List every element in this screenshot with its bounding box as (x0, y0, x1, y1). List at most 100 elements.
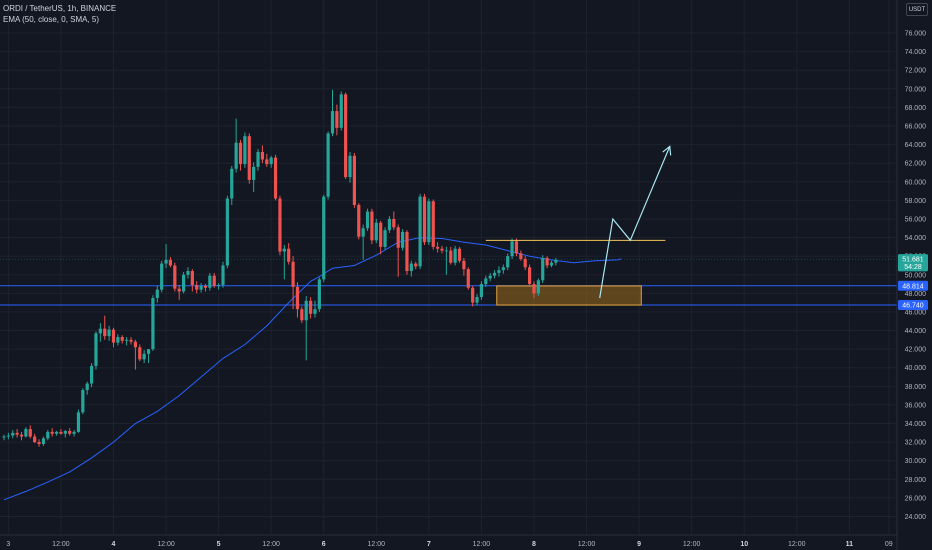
price-tick-label: 64.000 (905, 142, 927, 149)
candle (164, 244, 168, 269)
candle-body (396, 227, 400, 248)
candle (28, 425, 32, 439)
candle (269, 155, 273, 168)
candle (497, 266, 501, 277)
candle-body (151, 297, 155, 350)
candle (116, 334, 120, 346)
candle (125, 337, 129, 346)
time-tick-label: 8 (532, 541, 536, 548)
candle (203, 284, 208, 292)
candle (59, 429, 63, 435)
candle (155, 285, 159, 303)
price-tick-label: 60.000 (905, 179, 927, 186)
candle (488, 272, 492, 282)
candle-body (453, 248, 457, 263)
candle-body (129, 339, 133, 342)
time-tick-label: 12:00 (52, 541, 70, 548)
candle (181, 271, 186, 294)
price-tick-label: 72.000 (905, 68, 927, 75)
candle-body (309, 300, 313, 314)
candle-body (195, 284, 199, 290)
candle-body (146, 349, 151, 354)
time-tick-label: 12:00 (262, 541, 280, 548)
price-label: 46.740 (898, 300, 928, 311)
candle (41, 436, 46, 446)
candle-body (46, 431, 50, 439)
candle-body (436, 246, 440, 249)
candle (374, 218, 378, 244)
candle-body (475, 297, 479, 303)
time-axis[interactable]: 3 12:00 4 12:00 5 12:00 6 12:00 7 12:00 8 12:00 9 12:… (6, 541, 892, 548)
time-tick-label: 12:00 (157, 541, 175, 548)
candle-body (400, 231, 405, 248)
candle-body (471, 287, 475, 303)
candle (273, 154, 278, 201)
price-label-text: 48.814 (902, 283, 924, 290)
candle-body (72, 431, 76, 434)
price-axis[interactable]: 76.000 74.000 72.000 70.000 68.000 66.000 64.0… (905, 31, 927, 522)
price-tick-label: 68.000 (905, 105, 927, 112)
candle-body (444, 250, 448, 252)
candle-body (133, 341, 137, 348)
candle (133, 339, 137, 370)
currency-button[interactable]: USDT (906, 3, 928, 16)
candle-body (94, 333, 98, 366)
time-tick-label: 9 (637, 541, 641, 548)
indicator-legend[interactable]: EMA (50, close, 0, SMA, 5) (3, 15, 100, 24)
candle (138, 344, 142, 362)
candle (300, 306, 304, 324)
candle-body (519, 253, 523, 259)
candle (247, 133, 251, 184)
price-label-bg (898, 261, 928, 272)
candle-body (317, 279, 321, 310)
candle (492, 270, 497, 279)
candle (142, 350, 146, 364)
candle (457, 246, 462, 263)
candle-body (59, 431, 63, 434)
candle-body (186, 271, 190, 275)
candle-body (339, 94, 343, 128)
candle (409, 260, 413, 277)
candle (72, 430, 76, 437)
price-tick-label: 44.000 (905, 328, 927, 335)
candle (453, 245, 457, 266)
candle (24, 427, 28, 438)
grid-lines (0, 0, 897, 535)
candle (177, 284, 181, 300)
candle-body (330, 111, 335, 134)
candle-body (431, 201, 435, 247)
candle (291, 256, 295, 310)
candle-body (541, 258, 545, 281)
symbol-title[interactable]: ORDI / TetherUS, 1h, BINANCE (3, 4, 117, 13)
candle (330, 89, 335, 137)
time-tick-label: 11 (846, 541, 854, 548)
candle (186, 267, 190, 279)
candle (326, 131, 330, 200)
candle-body (24, 429, 28, 437)
candle (414, 261, 418, 270)
candle-body (326, 133, 330, 197)
candle-body (409, 263, 413, 272)
time-tick-label: 12:00 (683, 541, 701, 548)
candle (519, 250, 523, 261)
candle-body (344, 94, 348, 178)
candle-body (76, 412, 81, 432)
candle (225, 195, 229, 269)
candle (160, 260, 164, 293)
candle-body (177, 288, 181, 292)
candle-body (221, 265, 225, 285)
price-tick-label: 48.000 (905, 291, 927, 298)
candle-body (322, 196, 326, 280)
candle-body (365, 211, 370, 229)
candle-body (291, 261, 295, 287)
candle (545, 256, 549, 269)
candle (76, 409, 81, 433)
time-tick-label: 7 (427, 541, 431, 548)
candle-body (155, 289, 159, 298)
candle-body (265, 159, 269, 165)
candle (146, 349, 151, 364)
candle-body (256, 152, 260, 167)
candle-body (523, 258, 527, 268)
candle (361, 224, 365, 260)
